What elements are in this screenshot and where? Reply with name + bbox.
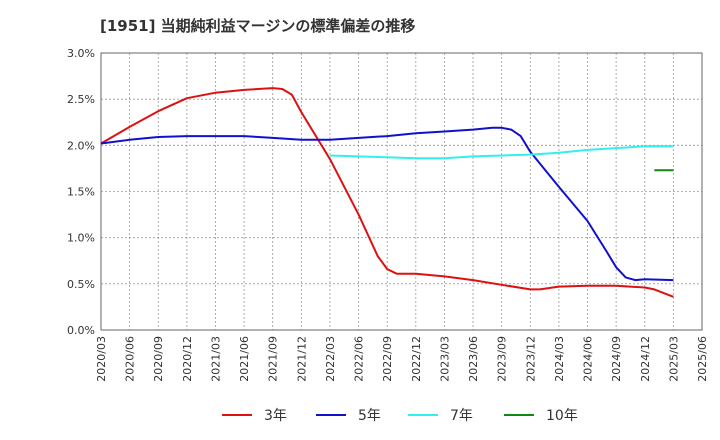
legend-label-3: 10年: [546, 408, 578, 424]
legend-label-2: 7年: [450, 408, 473, 424]
legend-label-1: 5年: [358, 408, 381, 424]
x-tick-label: 2023/03: [438, 336, 451, 382]
x-tick-label: 2024/06: [582, 336, 595, 382]
y-tick-label: 3.0%: [67, 47, 95, 60]
series-line-0: [100, 87, 674, 298]
x-tick-label: 2021/03: [209, 336, 222, 382]
y-gridlines: [101, 98, 702, 285]
x-tick-label: 2020/09: [152, 336, 165, 382]
y-tick-label: 2.0%: [67, 139, 95, 152]
x-tick-label: 2021/09: [267, 336, 280, 382]
x-tick-label: 2024/09: [610, 336, 623, 382]
x-tick-label: 2023/12: [524, 336, 537, 382]
series-lines: [100, 87, 674, 298]
x-tick-label: 2021/12: [295, 336, 308, 382]
y-tick-label: 0.0%: [67, 324, 95, 337]
x-tick-label: 2020/12: [181, 336, 194, 382]
plot-frame: [100, 52, 703, 331]
x-tick-label: 2020/06: [124, 336, 137, 382]
y-tick-label: 1.0%: [67, 232, 95, 245]
x-tick-label: 2022/06: [353, 336, 366, 382]
x-tick-label: 2022/12: [410, 336, 423, 382]
y-tick-label: 2.5%: [67, 93, 95, 106]
x-tick-label: 2024/12: [639, 336, 652, 382]
x-tick-label: 2020/03: [95, 336, 108, 382]
x-tick-label: 2021/06: [238, 336, 251, 382]
y-tick-label: 1.5%: [67, 186, 95, 199]
legend-label-0: 3年: [264, 408, 287, 424]
x-tick-label: 2022/03: [324, 336, 337, 382]
chart-title: [1951] 当期純利益マージンの標準偏差の推移: [100, 17, 415, 35]
x-tick-label: 2025/03: [667, 336, 680, 382]
series-line-2: [329, 145, 674, 160]
x-tick-label: 2023/09: [496, 336, 509, 382]
x-axis: 2020/03 2020/06 2020/09 2020/12 2021/03 2021/…: [95, 336, 709, 382]
legend: 3年 5年 7年 10年: [222, 408, 578, 424]
x-tick-label: 2022/09: [381, 336, 394, 382]
y-tick-label: 0.5%: [67, 278, 95, 291]
x-tick-label: 2025/06: [696, 336, 709, 382]
y-axis: 0.0% 0.5% 1.0% 1.5% 2.0% 2.5% 3.0%: [67, 47, 95, 337]
series-line-1: [100, 126, 674, 282]
x-tick-label: 2024/03: [553, 336, 566, 382]
x-tick-label: 2023/06: [467, 336, 480, 382]
